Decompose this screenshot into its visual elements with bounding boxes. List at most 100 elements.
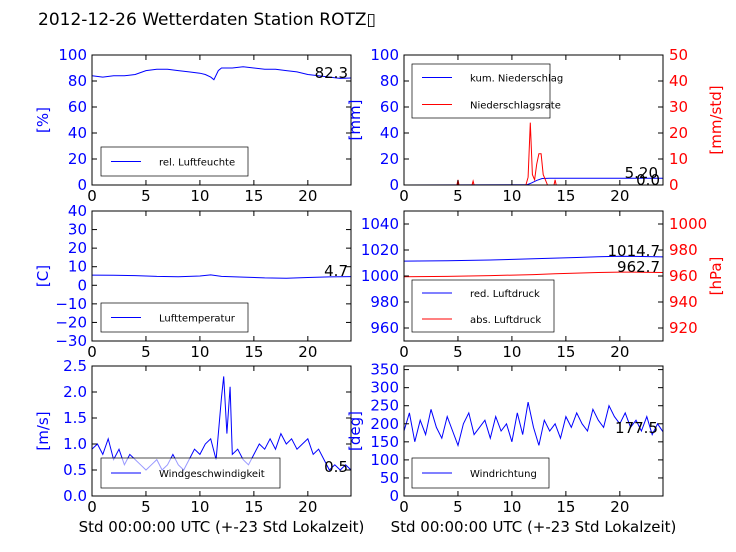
panel-precipitation: 0 5 10 15 20 0 20 40 60 80 100 0 10 20 30 40 50 [mm] [mm/s… (346, 46, 725, 205)
y-tick-label: 1040 (361, 215, 399, 233)
x-tick-label: 20 (298, 343, 317, 361)
y-tick-label: 250 (370, 397, 399, 415)
panel-humidity: 0 5 10 15 20 0 20 40 60 80 100 [%] rel. Luftfeuchte 8… (34, 46, 352, 205)
y-tick-label: 2.5 (63, 357, 87, 375)
x-tick-label: 15 (244, 343, 263, 361)
y-tick-label: 20 (380, 150, 399, 168)
x-tick-label: 10 (502, 187, 521, 205)
value-annotation: 0.0 (636, 171, 660, 189)
x-tick-label: 0 (399, 187, 409, 205)
value-annotation: 0.5 (324, 458, 348, 476)
legend-entry: rel. Luftfeuchte (159, 158, 235, 169)
x-tick-label: 20 (298, 498, 317, 516)
legend-entry: red. Luftdruck (470, 289, 540, 300)
x-tick-label: 20 (610, 187, 629, 205)
y-axis-label: [m/s] (34, 411, 52, 450)
page-title: 2012-12-26 Wetterdaten Station ROTZ▯ (38, 10, 376, 30)
x-tick-label: 5 (453, 187, 463, 205)
y-tick-label: 0.0 (63, 487, 87, 505)
y-tick-label: 10 (68, 258, 87, 276)
x-tick-label: 5 (453, 343, 463, 361)
plot-frame (403, 54, 664, 186)
value-annotation: 962.7 (617, 258, 660, 276)
y-tick-label: −10 (55, 295, 87, 313)
y-right-tick-label: 30 (669, 98, 688, 116)
value-annotation: 5.20 (625, 164, 658, 182)
y-right-tick-label: 960 (669, 267, 698, 285)
x-tick-label: 10 (502, 498, 521, 516)
y-tick-label: 350 (370, 361, 399, 379)
y-right-tick-label: 10 (669, 150, 688, 168)
y-tick-label: 1020 (361, 241, 399, 259)
x-tick-label: 5 (453, 498, 463, 516)
y-right-tick-label: 920 (669, 319, 698, 337)
x-tick-label: 0 (399, 498, 409, 516)
value-annotation: 82.3 (315, 64, 348, 82)
legend-entry: Lufttemperatur (159, 314, 236, 325)
series-line-windgeschwindigkeit (92, 376, 351, 471)
y-tick-label: 20 (68, 239, 87, 257)
plot-frame (91, 365, 352, 497)
legend-entry: abs. Luftdruck (470, 315, 541, 326)
x-tick-label: 15 (556, 343, 575, 361)
x-tick-label: 15 (244, 498, 263, 516)
series-line-rel-luftfeuchte (92, 66, 351, 81)
legend-entry: Windgeschwindigkeit (159, 469, 265, 480)
y-tick-label: −30 (55, 332, 87, 350)
series-line-abs-luftdruck (404, 271, 663, 278)
y-tick-label: 20 (68, 150, 87, 168)
y-axis-label: [C] (34, 265, 52, 287)
series-group (404, 255, 663, 278)
y-tick-label: 1.0 (63, 435, 87, 453)
series-line-niederschlagsrate (404, 122, 663, 185)
x-tick-label: 10 (190, 187, 209, 205)
y-axis-label: [%] (34, 107, 52, 133)
series-line-red-luftdruck (404, 255, 663, 262)
x-tick-label: 15 (556, 498, 575, 516)
legend-box (411, 279, 555, 333)
legend-entry: Niederschlagsrate (470, 101, 561, 112)
y-tick-label: −20 (55, 313, 87, 331)
x-axis-label: Std 00:00:00 UTC (+-23 Std Lokalzeit) (79, 518, 365, 536)
x-tick-label: 20 (610, 343, 629, 361)
panel-wind-speed: 0 5 10 15 20 0.0 0.5 1.0 1.5 2.0 2.5 [m/s] Std 00:00… (34, 357, 364, 536)
x-tick-label: 0 (87, 498, 97, 516)
y-right-axis-label: [hPa] (707, 257, 725, 296)
y-right-tick-label: 40 (669, 72, 688, 90)
y-tick-label: 30 (68, 221, 87, 239)
plot-frame (91, 210, 352, 342)
panel-temperature: 0 5 10 15 20−30−20−10010203040[C]Lufttempera… (34, 202, 352, 361)
y-tick-label: 100 (370, 46, 399, 64)
series-group (92, 66, 351, 81)
y-tick-label: 60 (380, 98, 399, 116)
plot-frame (91, 54, 352, 186)
series-group (92, 376, 351, 471)
y-tick-label: 80 (68, 72, 87, 90)
plot-frame (403, 365, 664, 497)
y-tick-label: 0 (389, 176, 399, 194)
y-right-tick-label: 20 (669, 124, 688, 142)
y-tick-label: 40 (380, 124, 399, 142)
y-tick-label: 60 (68, 98, 87, 116)
legend-box (411, 63, 551, 119)
y-right-axis-label: [mm/std] (707, 85, 725, 154)
y-tick-label: 50 (380, 469, 399, 487)
y-tick-label: 0 (77, 276, 87, 294)
y-tick-label: 960 (370, 319, 399, 337)
x-tick-label: 0 (399, 343, 409, 361)
y-tick-label: 1.5 (63, 409, 87, 427)
y-tick-label: 80 (380, 72, 399, 90)
y-axis-label: [deg] (346, 411, 364, 451)
value-annotation: 177.5 (615, 419, 658, 437)
y-tick-label: 200 (370, 415, 399, 433)
y-right-tick-label: 0 (669, 176, 679, 194)
x-tick-label: 20 (610, 498, 629, 516)
y-right-tick-label: 940 (669, 293, 698, 311)
y-tick-label: 40 (68, 202, 87, 220)
x-tick-label: 0 (87, 343, 97, 361)
x-tick-label: 10 (190, 498, 209, 516)
y-right-tick-label: 50 (669, 46, 688, 64)
series-line-lufttemperatur (92, 274, 351, 279)
x-tick-label: 20 (298, 187, 317, 205)
